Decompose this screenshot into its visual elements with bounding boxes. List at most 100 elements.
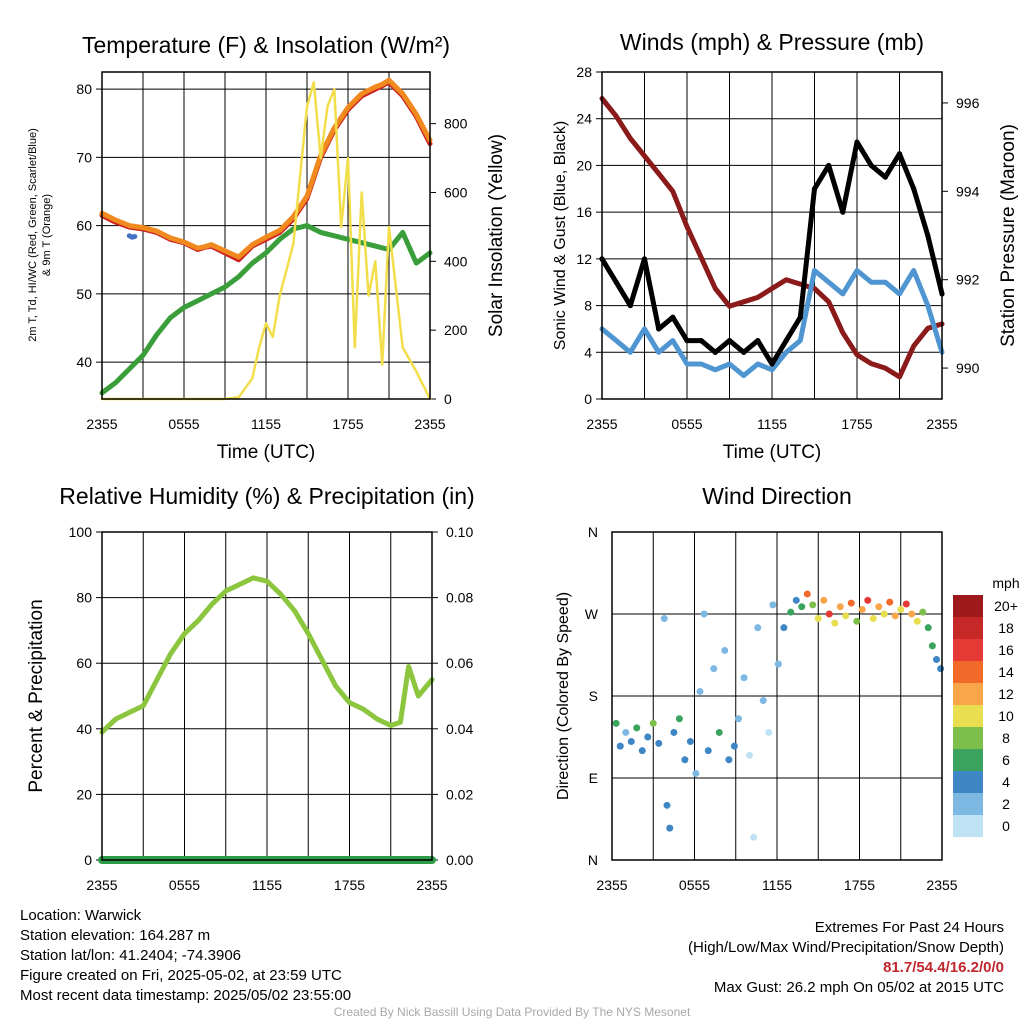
gust-point xyxy=(826,162,832,169)
scatter-point xyxy=(897,605,905,613)
gust-point xyxy=(769,361,775,367)
y-tick-label: 50 xyxy=(76,286,92,302)
y-tick-label: 12 xyxy=(576,251,592,267)
colorbar-label: 14 xyxy=(998,664,1014,680)
y-tick-label: 40 xyxy=(76,354,92,370)
y-tick-label: 0 xyxy=(584,391,592,407)
y2-tick-label: 996 xyxy=(956,95,980,111)
scatter-point xyxy=(660,615,668,623)
colorbar-swatch xyxy=(953,705,983,727)
scatter-point xyxy=(847,599,855,607)
scatter-point xyxy=(842,612,850,620)
x-tick-label: 1755 xyxy=(841,416,872,432)
scatter-point xyxy=(700,610,708,618)
colorbar-swatch xyxy=(953,595,983,617)
colorbar-swatch xyxy=(953,661,983,683)
y-tick-label: 80 xyxy=(76,81,92,97)
scatter-point xyxy=(825,610,833,618)
x-tick-label: 1155 xyxy=(762,877,792,893)
y-axis-label: Direction (Colored By Speed) xyxy=(555,592,572,800)
y-tick-label: 100 xyxy=(69,524,93,540)
x-axis-label: Time (UTC) xyxy=(217,442,316,463)
scatter-point xyxy=(622,728,630,736)
recent-timestamp-text: Most recent data timestamp: 2025/05/02 2… xyxy=(20,987,352,1004)
y-tick-label: 60 xyxy=(76,655,92,671)
y2-tick-label: 0.04 xyxy=(446,721,473,737)
gust-point xyxy=(854,139,860,145)
gust-point xyxy=(741,349,747,355)
x-tick-label: 0555 xyxy=(169,877,200,893)
scatter-point xyxy=(774,660,782,668)
scatter-point xyxy=(869,615,877,623)
y-tick-label: 4 xyxy=(584,344,592,360)
x-tick-label: 0555 xyxy=(168,416,199,432)
scatter-point xyxy=(908,610,916,618)
scatter-point xyxy=(655,739,663,747)
gust-point xyxy=(755,338,761,344)
y2-tick-label: 0.08 xyxy=(446,590,473,606)
scatter-point xyxy=(612,719,620,727)
colorbar-swatch xyxy=(953,683,983,705)
y-tick-label: 80 xyxy=(76,590,92,606)
series-line xyxy=(99,575,435,735)
scatter-point xyxy=(858,605,866,613)
x-tick-label: 2355 xyxy=(926,877,957,893)
gust-point xyxy=(896,151,903,157)
plot-frame xyxy=(101,71,431,400)
y2-tick-label: 0.10 xyxy=(446,524,473,540)
scatter-point xyxy=(633,724,641,732)
scatter-point xyxy=(919,608,927,616)
y2-tick-label: 200 xyxy=(444,322,468,338)
series-line xyxy=(599,96,945,380)
scatter-point xyxy=(649,719,657,727)
chart-title: Relative Humidity (%) & Precipitation (i… xyxy=(59,483,474,509)
gust-point xyxy=(684,338,690,344)
x-tick-label: 0555 xyxy=(671,416,702,432)
scatter-point xyxy=(937,665,945,673)
scatter-point xyxy=(715,728,723,736)
scatter-point xyxy=(696,687,704,695)
y-tick-label: 20 xyxy=(576,157,592,173)
x-tick-label: 1755 xyxy=(844,877,875,893)
scatter-point xyxy=(681,756,689,764)
y-tick-label: 0 xyxy=(84,852,92,868)
scatter-point xyxy=(704,747,712,755)
scatter-point xyxy=(675,715,683,723)
scatter-point xyxy=(663,801,671,809)
plot-frame xyxy=(601,71,943,400)
scatter-point xyxy=(740,674,748,682)
scatter-point xyxy=(692,769,700,777)
scatter-point xyxy=(730,742,738,750)
scatter-point xyxy=(875,603,883,611)
scatter-point xyxy=(880,610,888,618)
x-tick-label: 1155 xyxy=(251,416,281,432)
gust-point xyxy=(656,326,662,332)
scatter-point xyxy=(853,617,861,625)
y-tick-label: 24 xyxy=(576,111,592,127)
colorbar-swatch xyxy=(953,639,983,661)
scatter-point xyxy=(721,646,729,654)
extremes-title: Extremes For Past 24 Hours xyxy=(814,919,1004,936)
y2-tick-label: 994 xyxy=(956,183,980,199)
y-tick-label: E xyxy=(589,770,598,786)
y-axis-label: Sonic Wind & Gust (Blue, Black) xyxy=(552,121,569,350)
y-axis-label: Percent & Precipitation xyxy=(26,599,47,792)
x-tick-label: 1155 xyxy=(252,877,282,893)
y2-axis-label: Station Pressure (Maroon) xyxy=(998,124,1019,347)
x-tick-label: 2355 xyxy=(596,877,627,893)
gust-point xyxy=(712,349,718,355)
colorbar-swatch xyxy=(953,749,983,771)
colorbar-label: 2 xyxy=(1002,796,1010,812)
colorbar-label: 20+ xyxy=(994,598,1018,614)
colorbar-label: 8 xyxy=(1002,730,1010,746)
scatter-point xyxy=(836,603,844,611)
location-text: Location: Warwick xyxy=(20,907,142,924)
colorbar-swatch xyxy=(953,815,983,837)
scatter-point xyxy=(924,624,932,632)
y-tick-label: 40 xyxy=(76,721,92,737)
y-axis-label: & 9m T (Orange) xyxy=(41,194,53,276)
y-tick-label: S xyxy=(589,688,598,704)
scatter-point xyxy=(928,642,936,650)
credit-text: Created By Nick Bassill Using Data Provi… xyxy=(333,1005,691,1019)
